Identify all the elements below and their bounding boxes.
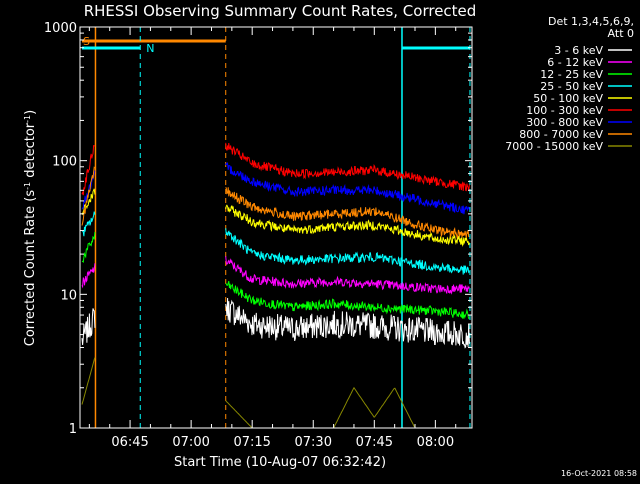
legend-label: 300 - 800 keV [526,116,603,129]
series-line-0-seg1 [225,297,470,349]
y-tick-label: 1 [69,422,77,437]
x-tick-label: 07:00 [172,435,209,450]
plot-frame [79,26,473,429]
y-tick-label: 100 [52,155,77,170]
series-line-2-seg1 [225,280,470,320]
series-line-5-seg1 [225,142,470,192]
series-line-2-seg0 [81,231,96,263]
series-line-8-seg0 [81,357,96,405]
y-axis-label: Corrected Count Rate (s-1 detector-1) [23,110,39,346]
x-axis-label: Start Time (10-Aug-07 06:32:42) [174,455,386,470]
legend-label: 3 - 6 keV [554,44,603,57]
series-line-4-seg1 [225,204,470,248]
legend-label: 25 - 50 keV [540,80,603,93]
x-tick-label: 07:15 [233,435,270,450]
series-line-3-seg0 [82,211,96,237]
legend-header-1: Det 1,3,4,5,6,9, [548,15,634,28]
series-line-1-seg1 [225,256,470,295]
series-line-5-seg0 [81,145,96,196]
legend-label: 800 - 7000 keV [519,128,603,141]
legend-label: 7000 - 15000 keV [505,140,603,153]
series-line-4-seg0 [81,188,96,216]
legend-label: 100 - 300 keV [526,104,603,117]
x-tick-label: 08:00 [417,435,454,450]
annotation-label: N [146,42,154,55]
series-line-0-seg0 [81,308,96,345]
series-line-6-seg1 [225,161,470,215]
footer-timestamp: 16-Oct-2021 08:58 [561,469,637,478]
legend-label: 12 - 25 keV [540,68,603,81]
axes: 1 10 100 1000 06:45 07:00 07:15 07:30 07:45 08:00 [44,21,473,450]
series-line-7-seg0 [81,166,96,226]
legend-label: 50 - 100 keV [533,92,603,105]
x-tick-label: 07:45 [356,435,393,450]
annotation-label: S [83,35,90,48]
series-line-1-seg0 [81,263,96,289]
y-tick-label: 10 [60,288,77,303]
legend-header-2: Att 0 [608,27,634,40]
x-tick-label: 06:45 [111,435,148,450]
series-line-7-seg1 [225,186,470,239]
legend-label: 6 - 12 keV [547,56,603,69]
x-tick-label: 07:30 [295,435,332,450]
y-tick-label: 1000 [44,21,77,36]
chart-title: RHESSI Observing Summary Count Rates, Co… [84,2,477,20]
series-line-3-seg1 [225,228,470,275]
